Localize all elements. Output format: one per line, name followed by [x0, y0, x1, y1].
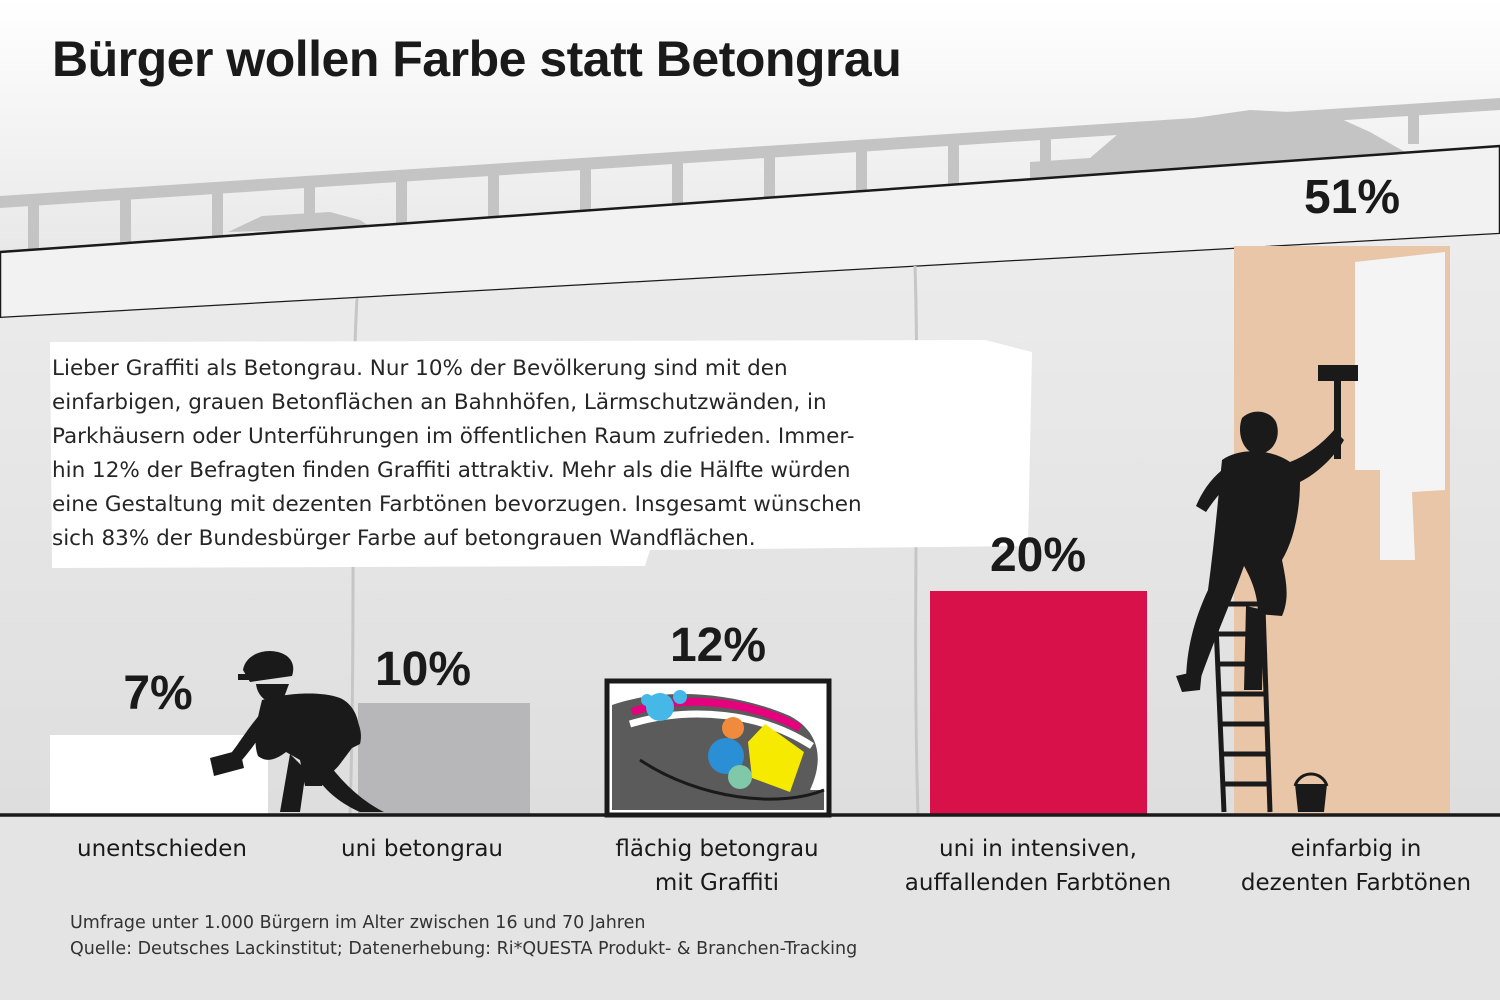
description-text: Lieber Graffiti als Betongrau. Nur 10% d… [52, 352, 1012, 556]
description-line: einfarbigen, grauen Betonflächen an Bahn… [52, 390, 827, 415]
bar-uni-betongrau [358, 703, 530, 815]
category-label-line: einfarbig in [1290, 836, 1422, 862]
paint-roller-icon [1318, 365, 1358, 459]
paint-bucket-icon [1293, 772, 1329, 812]
category-label-intensiv: uni in intensiven, auffallenden Farbtöne… [905, 832, 1171, 900]
survey-note: Umfrage unter 1.000 Bürgern im Alter zwi… [70, 913, 646, 933]
category-label-line: flächig betongrau [615, 836, 819, 862]
bar-intensiv [930, 591, 1147, 815]
description-line: sich 83% der Bundesbürger Farbe auf beto… [52, 526, 756, 551]
category-label-line: dezenten Farbtönen [1240, 870, 1472, 896]
value-label-intensiv: 20% [989, 529, 1087, 582]
category-label-line: unentschieden [77, 836, 247, 862]
bar-unentschieden [50, 735, 268, 815]
description-panel [50, 340, 1032, 568]
category-label-line: auffallenden Farbtönen [904, 870, 1172, 896]
description-line: hin 12% der Befragten finden Graffiti at… [52, 458, 851, 483]
category-label-line: mit Graffiti [654, 870, 780, 896]
graffiti-canvas-icon [612, 686, 825, 810]
category-label-unentschieden: unentschieden [77, 832, 247, 866]
description-line: Parkhäusern oder Unterführungen im öffen… [52, 424, 855, 449]
category-label-line: uni in intensiven, [939, 836, 1137, 862]
worker-painting-icon [210, 650, 384, 812]
painted-stroke [1355, 252, 1445, 560]
description-line: Lieber Graffiti als Betongrau. Nur 10% d… [52, 356, 788, 381]
ground-area [0, 815, 1500, 1000]
description-line: eine Gestaltung mit dezenten Farbtönen b… [52, 492, 862, 517]
category-label-dezent: einfarbig in dezenten Farbtönen [1241, 832, 1471, 900]
painter-on-ladder-icon [1176, 365, 1358, 813]
value-label-uni-betongrau: 10% [374, 643, 472, 696]
value-label-dezent: 51% [1303, 171, 1401, 224]
value-label-graffiti: 12% [669, 619, 767, 672]
footer: Umfrage unter 1.000 Bürgern im Alter zwi… [70, 910, 857, 962]
bridge-deck [0, 144, 1500, 320]
value-label-unentschieden: 7% [123, 667, 193, 720]
source-note: Quelle: Deutsches Lackinstitut; Datenerh… [70, 939, 858, 959]
page-title: Bürger wollen Farbe statt Betongrau [52, 31, 902, 87]
category-label-graffiti: flächig betongrau mit Graffiti [615, 832, 818, 900]
category-label-line: uni betongrau [341, 836, 503, 862]
category-label-uni-betongrau: uni betongrau [341, 832, 503, 866]
